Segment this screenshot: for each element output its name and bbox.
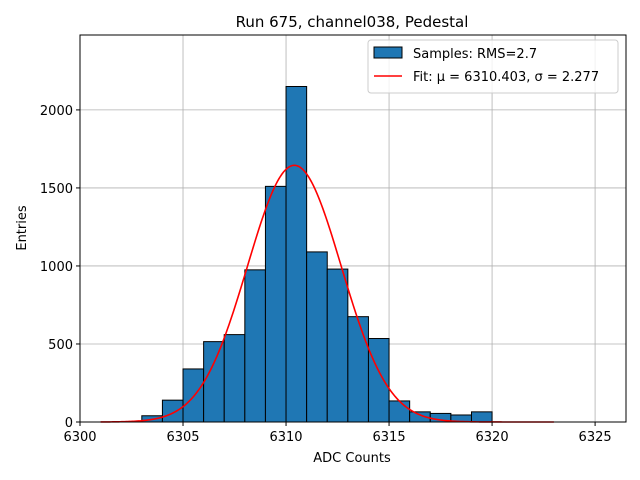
axis-ticks: 6300 6305 6310 6315 6320 6325 0 500 1000 1500 2000 xyxy=(40,104,612,445)
legend-box xyxy=(367,39,619,94)
histogram-bar xyxy=(306,251,328,423)
x-tick-label: 6315 xyxy=(373,430,406,445)
y-tick-label: 2000 xyxy=(40,104,73,119)
histogram-bar xyxy=(367,338,390,423)
histogram-bar xyxy=(347,316,369,423)
histogram-bar xyxy=(388,400,411,423)
histogram-bar xyxy=(223,334,246,423)
histogram-bar xyxy=(244,269,266,423)
x-tick-label: 6325 xyxy=(579,430,612,445)
y-axis-label: Entries xyxy=(15,205,30,251)
y-tick-label: 0 xyxy=(65,416,73,431)
x-tick-label: 6305 xyxy=(166,430,199,445)
y-tick-label: 1500 xyxy=(40,182,73,197)
histogram-bar xyxy=(264,185,287,423)
x-tick-label: 6320 xyxy=(476,430,509,445)
y-tick-label: 500 xyxy=(48,338,73,353)
y-tick-label: 1000 xyxy=(40,260,73,275)
plot-frame xyxy=(79,34,627,423)
chart-title: Run 675, channel038, Pedestal xyxy=(236,13,469,31)
histogram-bar xyxy=(285,85,308,423)
histogram-bar xyxy=(326,268,349,423)
histogram-bars xyxy=(141,85,493,423)
histogram-bar xyxy=(203,341,225,423)
legend-samples-swatch xyxy=(373,46,403,59)
histogram-bar xyxy=(161,399,184,423)
histogram-bar xyxy=(470,411,493,423)
x-tick-label: 6300 xyxy=(63,430,96,445)
legend-fit-label: Fit: μ = 6310.403, σ = 2.277 xyxy=(413,70,599,85)
legend-samples-label: Samples: RMS=2.7 xyxy=(413,47,537,62)
x-tick-label: 6310 xyxy=(269,430,302,445)
x-axis-label: ADC Counts xyxy=(313,451,391,466)
legend: Samples: RMS=2.7 Fit: μ = 6310.403, σ = … xyxy=(367,39,619,94)
histogram-bar xyxy=(182,368,205,423)
